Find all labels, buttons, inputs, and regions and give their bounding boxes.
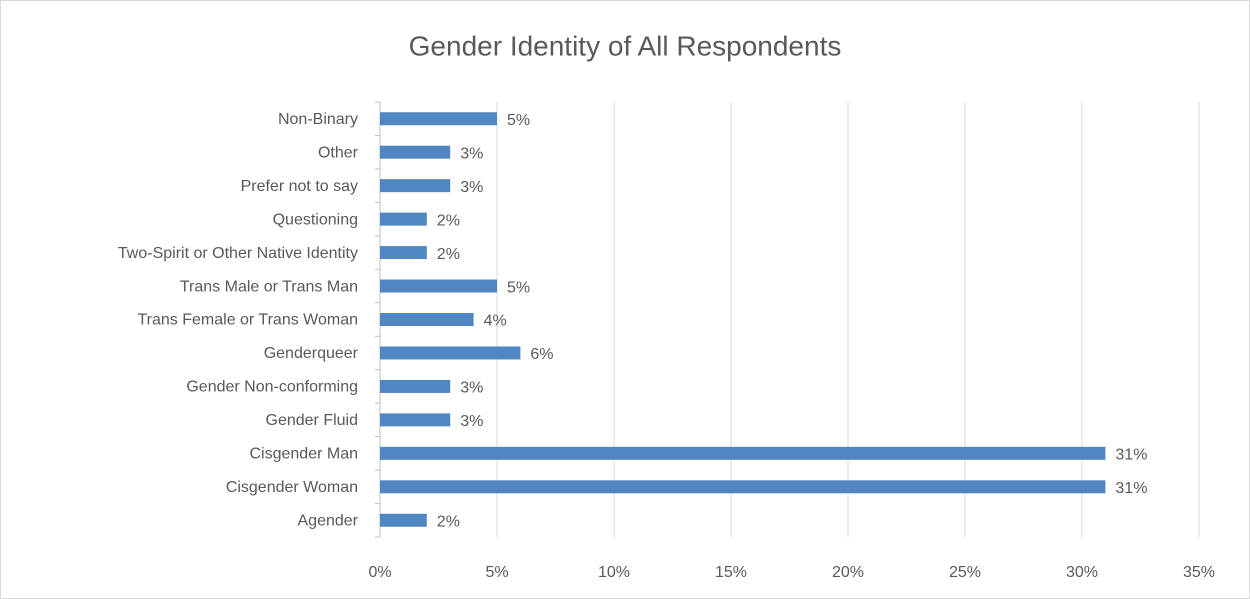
data-label: 2% xyxy=(437,513,460,530)
data-label: 6% xyxy=(530,346,553,363)
x-tick-label: 20% xyxy=(832,564,864,581)
chart-title: Gender Identity of All Respondents xyxy=(409,30,842,61)
x-tick-label: 0% xyxy=(368,564,391,581)
x-tick-label: 25% xyxy=(949,564,981,581)
bar xyxy=(380,145,451,159)
bar xyxy=(380,179,451,193)
data-label: 31% xyxy=(1115,447,1147,464)
x-tick-label: 35% xyxy=(1183,564,1215,581)
bar xyxy=(380,480,1106,494)
y-tick-label: Trans Male or Trans Man xyxy=(180,278,358,295)
bar xyxy=(380,446,1106,460)
bar xyxy=(380,246,427,260)
bar xyxy=(380,413,451,427)
y-tick-label: Gender Non-conforming xyxy=(186,379,358,396)
bar xyxy=(380,112,497,126)
bar xyxy=(380,313,474,326)
x-tick-label: 5% xyxy=(485,564,508,581)
y-tick-label: Agender xyxy=(298,512,359,529)
data-label: 3% xyxy=(460,380,483,397)
y-tick-label: Questioning xyxy=(273,211,358,228)
bar xyxy=(380,212,427,226)
y-tick-label: Other xyxy=(318,144,359,161)
bar xyxy=(380,379,451,393)
y-tick-label: Genderqueer xyxy=(264,345,359,362)
y-tick-label: Trans Female or Trans Woman xyxy=(137,312,358,329)
data-label: 3% xyxy=(460,145,483,162)
data-label: 2% xyxy=(437,246,460,263)
data-label: 31% xyxy=(1115,480,1147,497)
y-tick-label: Cisgender Woman xyxy=(226,479,358,496)
bar xyxy=(380,279,497,293)
data-label: 3% xyxy=(460,413,483,430)
x-tick-label: 15% xyxy=(715,564,747,581)
bar xyxy=(380,346,521,360)
y-tick-label: Two-Spirit or Other Native Identity xyxy=(118,245,358,262)
y-tick-label: Gender Fluid xyxy=(266,412,359,429)
data-label: 4% xyxy=(484,313,507,330)
data-label: 3% xyxy=(460,179,483,196)
y-tick-label: Prefer not to say xyxy=(241,178,358,195)
data-label: 5% xyxy=(507,279,530,296)
data-label: 5% xyxy=(507,112,530,129)
data-label: 2% xyxy=(437,212,460,229)
bar xyxy=(380,513,427,527)
x-tick-label: 10% xyxy=(598,564,630,581)
y-tick-label: Non-Binary xyxy=(278,111,358,128)
y-tick-label: Cisgender Man xyxy=(250,446,359,463)
x-tick-label: 30% xyxy=(1066,564,1098,581)
